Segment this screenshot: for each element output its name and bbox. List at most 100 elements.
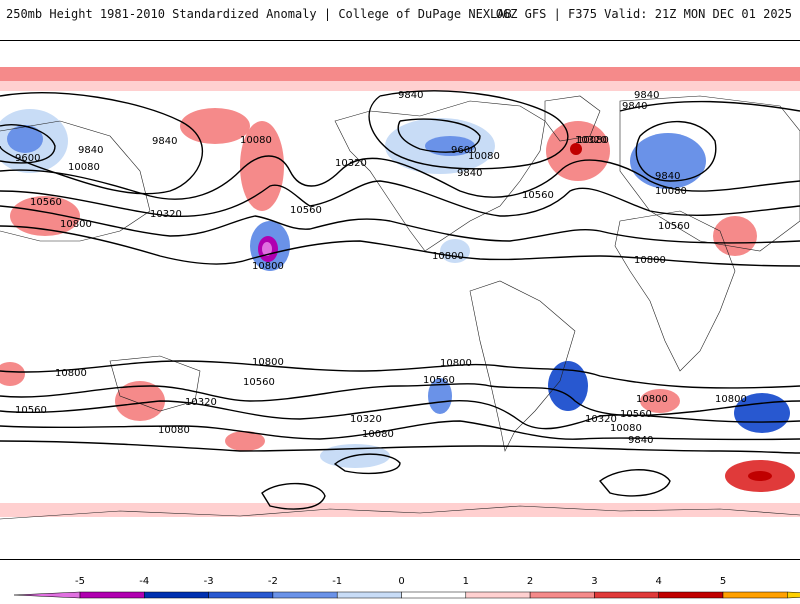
contour-label: 10800 <box>432 251 464 262</box>
legend-swatch <box>658 591 724 599</box>
contour-label: 10560 <box>658 221 690 232</box>
anomaly-blob <box>640 389 680 413</box>
legend-tick-label: 0 <box>398 576 404 587</box>
legend-tick-label: 5 <box>720 576 726 587</box>
contour-label: 10080 <box>158 425 190 436</box>
anomaly-shading <box>0 67 800 517</box>
anomaly-blob <box>748 471 772 481</box>
contour-label: 10080 <box>240 135 272 146</box>
anomaly-blob <box>115 381 165 421</box>
contour-label: 10560 <box>30 197 62 208</box>
contour-label: 10080 <box>68 162 100 173</box>
anomaly-blob <box>713 216 757 256</box>
color-scale-svg: -5 -4 -3 -2 -1 0 1 2 3 4 5 <box>13 576 800 599</box>
contour-9600 <box>0 124 56 164</box>
anomaly-blob <box>240 121 284 211</box>
contour-label: 10320 <box>575 135 607 146</box>
contour-label: 9840 <box>457 168 482 179</box>
africa-coast <box>614 210 736 372</box>
legend-tick-label: -1 <box>332 576 342 587</box>
contour-label: 10560 <box>243 377 275 388</box>
contour-closed-low <box>333 453 401 475</box>
contour-9840-north <box>0 92 204 195</box>
map-canvas: 9840 9840 9840 9840 9840 9840 9840 9840 … <box>0 67 800 520</box>
south-america-coast <box>469 280 576 452</box>
contour-label: 9600 <box>451 145 476 156</box>
anomaly-blob <box>570 143 582 155</box>
polar-light-band <box>0 81 800 91</box>
contour-label: 9840 <box>634 90 659 101</box>
contour-9600 <box>397 118 481 153</box>
contour-label: 10800 <box>60 219 92 230</box>
eurasia-coast <box>619 95 800 252</box>
legend-tick-label: -3 <box>204 576 214 587</box>
asia-east-coast <box>0 120 151 242</box>
contour-label: 9840 <box>622 101 647 112</box>
contour-label: 10560 <box>290 205 322 216</box>
contour-label: 10080 <box>362 429 394 440</box>
contour-label: 10560 <box>15 405 47 416</box>
legend-swatch <box>529 591 595 599</box>
height-contours <box>0 90 800 510</box>
contour-label: 10080 <box>655 186 687 197</box>
contour-label: 10800 <box>440 358 472 369</box>
legend-tick-label: -4 <box>139 576 149 587</box>
anomaly-blob <box>262 242 272 256</box>
anomaly-blob <box>428 378 452 414</box>
contour-10560-north <box>0 205 800 244</box>
map-title: 250mb Height 1981-2010 Standardized Anom… <box>6 7 512 21</box>
contour-label: 10320 <box>335 158 367 169</box>
legend-high-arrow <box>787 591 800 599</box>
anomaly-blob <box>225 431 265 451</box>
contour-10320-north <box>0 180 800 218</box>
contour-closed-low <box>261 482 326 510</box>
legend-tick-label: -2 <box>268 576 278 587</box>
contour-label: 10560 <box>423 375 455 386</box>
contour-label: 9600 <box>15 153 40 164</box>
legend-low-arrow <box>13 591 81 599</box>
color-scale-legend: -5 -4 -3 -2 -1 0 1 2 3 4 5 <box>0 570 800 600</box>
north-america-coast <box>334 100 546 252</box>
anomaly-blob <box>10 196 80 236</box>
contour-9840-north <box>368 90 569 170</box>
legend-tick-label: 1 <box>463 576 469 587</box>
polar-light-band <box>0 503 800 517</box>
legend-swatch <box>465 591 531 599</box>
contour-label: 10080 <box>468 151 500 162</box>
contour-label: 10800 <box>634 255 666 266</box>
contour-10080-north <box>0 155 800 200</box>
contour-10800-north <box>0 225 800 267</box>
anomaly-map[interactable]: 9840 9840 9840 9840 9840 9840 9840 9840 … <box>0 40 800 560</box>
legend-tick-label: 2 <box>527 576 533 587</box>
coastlines <box>0 95 800 520</box>
australia-coast <box>109 355 201 412</box>
contour-10800-south <box>0 360 800 389</box>
anomaly-blob <box>548 361 588 411</box>
legend-swatch <box>272 591 338 599</box>
contour-label: 10320 <box>185 397 217 408</box>
anomaly-blob <box>7 125 43 153</box>
contour-label: 10800 <box>252 261 284 272</box>
contour-label: 9840 <box>78 145 103 156</box>
anomaly-blob <box>0 362 25 386</box>
polar-positive-band <box>0 67 800 81</box>
contour-label: 10080 <box>577 135 609 146</box>
contour-label: 10320 <box>350 414 382 425</box>
legend-tick-label: 3 <box>591 576 597 587</box>
legend-swatch <box>144 591 209 599</box>
contour-labels: 9840 9840 9840 9840 9840 9840 9840 9840 … <box>15 90 747 446</box>
legend-swatch <box>336 591 402 599</box>
anomaly-blob <box>734 393 790 433</box>
contour-label: 9840 <box>398 90 423 101</box>
legend-tick-label: -5 <box>75 576 85 587</box>
contour-label: 10320 <box>150 209 182 220</box>
legend-swatch <box>722 591 788 599</box>
legend-swatch <box>208 591 274 599</box>
legend-swatch <box>594 591 659 599</box>
contour-10560-south <box>0 383 800 417</box>
model-run-info: 06Z GFS | F375 Valid: 21Z MON DEC 01 202… <box>495 7 792 21</box>
contour-9840-north <box>619 100 800 112</box>
contour-10080-south <box>0 420 800 441</box>
contour-label: 10560 <box>522 190 554 201</box>
contour-label: 10560 <box>620 409 652 420</box>
